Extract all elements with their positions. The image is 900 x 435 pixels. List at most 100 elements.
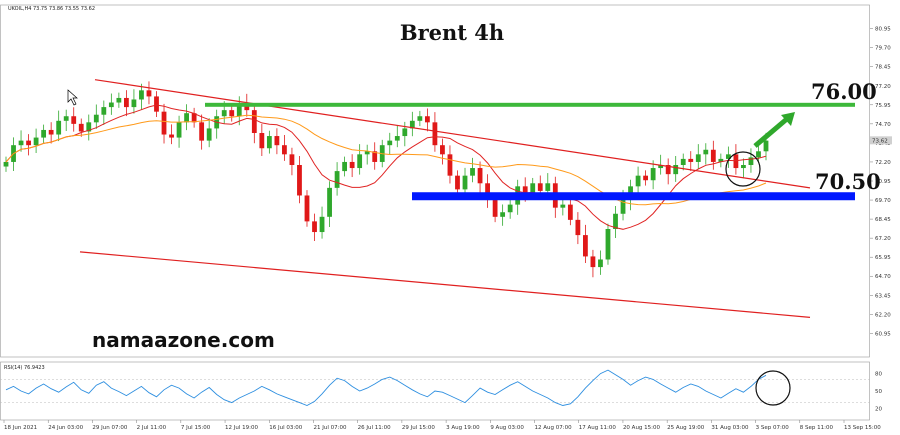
candle-body <box>191 113 197 123</box>
x-tick-label: 24 Jun 03:00 <box>48 425 83 431</box>
candle-body <box>282 145 287 155</box>
candle-body <box>710 149 716 162</box>
candle-body <box>440 145 445 155</box>
y-tick-label: 72.20 <box>875 160 891 166</box>
candle-body <box>259 133 265 149</box>
rsi-panel-frame <box>0 361 870 421</box>
candle-body <box>507 204 513 213</box>
y-tick-label: 78.45 <box>875 65 891 71</box>
candle-body <box>613 213 618 229</box>
candle-body <box>620 200 626 214</box>
candle-body <box>424 116 430 123</box>
x-tick-label: 29 Jul 15:00 <box>402 425 435 431</box>
rsi-line <box>5 369 767 406</box>
x-tick-label: 2 Jul 11:00 <box>137 425 167 431</box>
candle-body <box>635 175 641 187</box>
x-tick-label: 26 Jul 11:00 <box>358 425 391 431</box>
candle-body <box>312 221 317 233</box>
candle-body <box>342 161 348 172</box>
candle-body <box>432 122 438 146</box>
candle-body <box>101 107 107 115</box>
candle-body <box>500 212 506 217</box>
candle-body <box>33 137 39 146</box>
support-level-band <box>412 192 855 201</box>
candle-body <box>567 204 573 220</box>
candle-body <box>184 113 189 123</box>
candle-body <box>56 120 62 135</box>
candle-body <box>364 151 370 155</box>
rsi-y-tick-label: 20 <box>875 406 882 412</box>
y-tick-label: 79.70 <box>875 46 891 52</box>
y-tick-label: 63.45 <box>875 293 891 299</box>
breakout-arrow-shaft <box>753 116 790 148</box>
y-tick-label: 69.70 <box>875 198 891 204</box>
candle-body <box>146 90 152 97</box>
y-tick-label: 70.95 <box>875 179 891 185</box>
moving-average-fast <box>5 104 767 230</box>
candle-body <box>139 90 144 100</box>
channel-upper-line <box>94 79 811 189</box>
x-tick-label: 29 Jun 07:00 <box>92 425 127 431</box>
y-tick-label: 67.20 <box>875 236 891 242</box>
x-tick-label: 12 Aug 07:00 <box>535 425 573 431</box>
rsi-label: RSI(14) 76.9423 <box>4 365 45 371</box>
current-price-label: 73.62 <box>872 138 888 144</box>
candle-body <box>289 154 295 165</box>
x-tick-label: 18 Jun 2021 <box>4 425 37 431</box>
x-tick-label: 3 Sep 07:00 <box>756 425 790 431</box>
x-tick-label: 9 Aug 03:00 <box>490 425 524 431</box>
price-panel-frame <box>0 4 870 358</box>
candle-body <box>297 165 302 196</box>
candle-body <box>304 195 310 222</box>
candle-body <box>447 154 453 176</box>
candle-body <box>643 175 649 181</box>
candle-body <box>251 110 257 133</box>
candle-body <box>455 175 460 190</box>
x-tick-label: 3 Aug 19:00 <box>446 425 480 431</box>
candle-body <box>48 129 54 135</box>
y-tick-label: 75.95 <box>875 103 891 109</box>
rsi-y-tick-label: 50 <box>875 389 882 395</box>
candle-body <box>703 149 709 155</box>
candle-body <box>176 122 182 138</box>
candle-body <box>63 116 69 121</box>
candle-body <box>334 171 340 188</box>
candle-body <box>26 140 31 146</box>
candle-body <box>319 216 325 233</box>
y-tick-label: 64.70 <box>875 274 891 280</box>
candle-body <box>492 200 498 217</box>
breakout-circle <box>725 151 761 187</box>
x-tick-label: 8 Sep 11:00 <box>800 425 834 431</box>
candle-body <box>169 134 174 138</box>
candle-body <box>327 187 332 217</box>
candle-body <box>748 157 754 165</box>
candle-body <box>680 158 686 165</box>
x-tick-label: 20 Aug 15:00 <box>623 425 661 431</box>
candle-body <box>18 140 24 146</box>
candle-body <box>357 154 363 169</box>
candle-body <box>93 114 99 123</box>
candle-body <box>244 104 250 111</box>
y-tick-label: 65.95 <box>875 255 891 261</box>
candle-body <box>756 151 761 158</box>
x-tick-label: 13 Sep 15:00 <box>844 425 881 431</box>
candle-body <box>161 111 167 135</box>
candle-body <box>154 96 159 112</box>
breakout-arrow-head <box>781 112 795 126</box>
candle-body <box>470 168 475 176</box>
candle-body <box>229 110 235 117</box>
y-tick-label: 74.70 <box>875 122 891 128</box>
candle-body <box>718 158 724 162</box>
x-tick-label: 12 Jul 19:00 <box>225 425 258 431</box>
candle-body <box>221 110 227 117</box>
candle-body <box>741 165 746 169</box>
channel-lower-line <box>79 251 811 318</box>
candle-body <box>131 99 137 108</box>
candle-body <box>575 219 581 236</box>
candle-body <box>199 122 205 141</box>
resistance-level-line <box>205 102 855 107</box>
candle-body <box>590 256 596 268</box>
y-tick-label: 62.20 <box>875 312 891 318</box>
candle-body <box>688 158 694 162</box>
